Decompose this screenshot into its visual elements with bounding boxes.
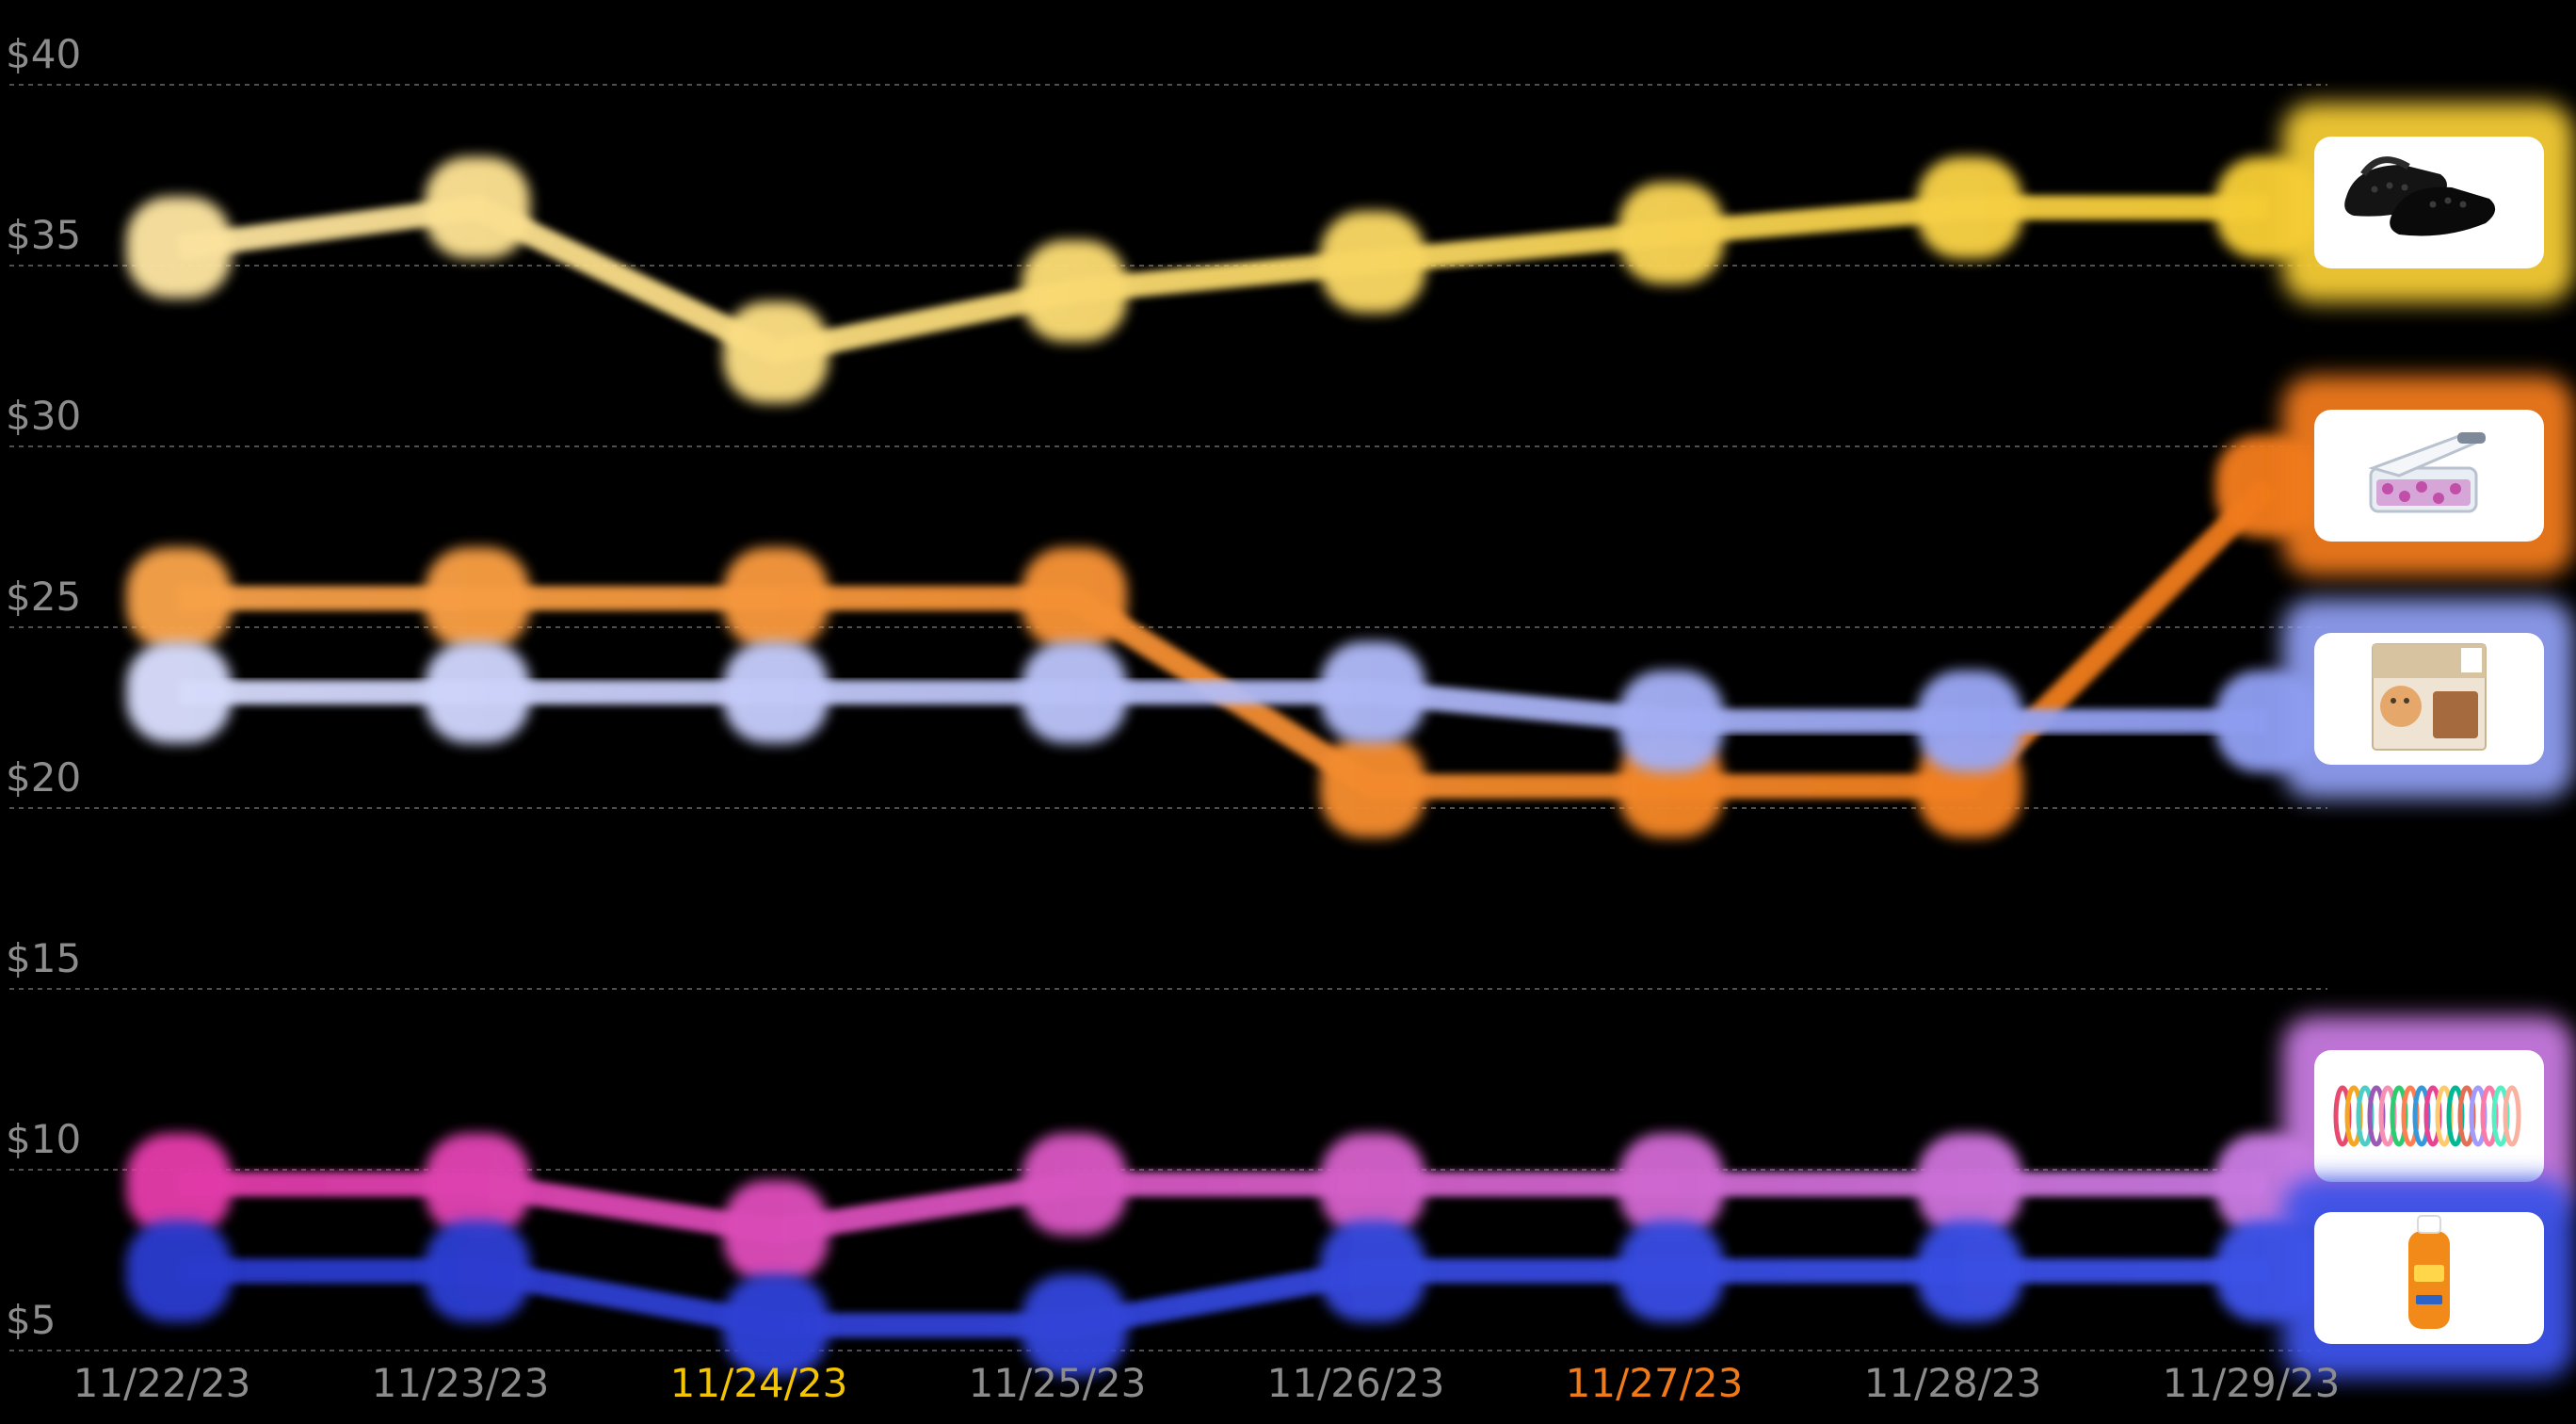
series-4	[126, 1220, 2321, 1377]
clogs-icon	[2344, 156, 2496, 236]
data-point	[1917, 1220, 2022, 1322]
x-tick-label: 11/28/23	[1864, 1360, 2042, 1406]
data-point	[1917, 1133, 2022, 1236]
data-point	[126, 641, 232, 744]
series-0	[126, 156, 2321, 404]
data-point	[723, 301, 829, 404]
cat-food-box-icon	[2372, 643, 2487, 751]
product-card-2	[2282, 599, 2574, 799]
y-tick-label: $40	[6, 31, 81, 77]
data-point	[1618, 670, 1724, 772]
data-point	[1320, 641, 1425, 744]
x-tick-label: 11/24/23	[670, 1360, 848, 1406]
x-tick-label: 11/27/23	[1566, 1360, 1744, 1406]
data-point	[1022, 641, 1127, 744]
data-point	[425, 156, 530, 259]
y-tick-label: $10	[6, 1116, 81, 1162]
product-card-0	[2282, 103, 2574, 302]
x-tick-label: 11/25/23	[969, 1360, 1147, 1406]
data-point	[425, 1220, 530, 1322]
data-point	[126, 1133, 232, 1236]
data-point	[1022, 547, 1127, 650]
y-tick-label: $25	[6, 574, 81, 620]
grid-layer: $40 $35 $30 $25 $20 $15 $10 $5	[6, 31, 2327, 1351]
series-2	[126, 641, 2321, 772]
data-point	[1917, 156, 2022, 259]
vegetable-chopper-icon	[2368, 432, 2486, 513]
data-point	[126, 196, 232, 299]
data-point	[723, 547, 829, 650]
product-card-3	[2282, 1016, 2574, 1216]
data-point	[126, 547, 232, 650]
y-tick-label: $30	[6, 393, 81, 439]
data-point	[1022, 239, 1127, 342]
x-tick-label: 11/26/23	[1267, 1360, 1445, 1406]
data-point	[425, 547, 530, 650]
data-point	[723, 1180, 829, 1283]
data-point	[1618, 1220, 1724, 1322]
product-thumbnails	[2282, 103, 2574, 1378]
y-tick-label: $20	[6, 754, 81, 801]
sunscreen-bottle-icon	[2408, 1215, 2450, 1329]
data-point	[1320, 735, 1425, 837]
x-tick-label: 11/23/23	[372, 1360, 550, 1406]
data-point	[723, 641, 829, 744]
bracelet-set-icon	[2333, 1085, 2521, 1147]
data-point	[126, 1220, 232, 1322]
data-point	[1320, 1220, 1425, 1322]
data-point	[425, 641, 530, 744]
y-tick-label: $5	[6, 1297, 56, 1343]
data-point	[723, 1274, 829, 1377]
x-tick-label: 11/22/23	[73, 1360, 251, 1406]
product-card-1	[2282, 376, 2574, 575]
series-3	[126, 1133, 2321, 1283]
series-layer	[126, 156, 2321, 1377]
series-1	[126, 435, 2321, 837]
data-point	[425, 1133, 530, 1236]
x-tick-label: 11/29/23	[2163, 1360, 2341, 1406]
data-point	[1320, 211, 1425, 314]
data-point	[1618, 182, 1724, 284]
data-point	[1618, 1133, 1724, 1236]
y-tick-label: $15	[6, 935, 81, 981]
product-card-4	[2282, 1178, 2574, 1378]
data-point	[1022, 1133, 1127, 1236]
x-axis-labels: 11/22/23 11/23/23 11/24/23 11/25/23 11/26/23…	[73, 1360, 2341, 1406]
y-tick-label: $35	[6, 212, 81, 258]
data-point	[1320, 1133, 1425, 1236]
data-point	[1917, 670, 2022, 772]
data-point	[1022, 1274, 1127, 1377]
